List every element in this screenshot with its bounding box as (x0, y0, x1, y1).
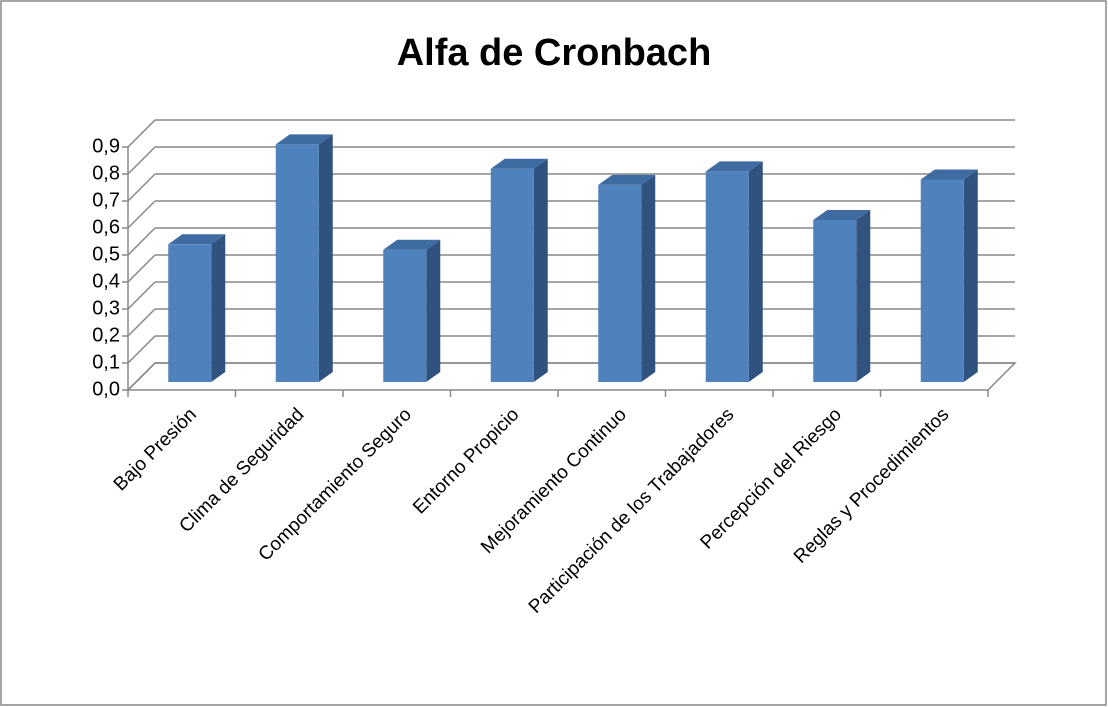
bar-side (641, 174, 656, 382)
bar-front (705, 171, 749, 382)
bar-front (598, 184, 642, 382)
y-tick-label: 0,7 (92, 189, 120, 211)
y-tick-label: 0,3 (92, 297, 120, 319)
grid-line-side (127, 146, 156, 175)
bar-side (856, 210, 871, 382)
y-tick-label: 0,4 (92, 270, 120, 292)
bar-front (383, 249, 427, 382)
bar-front (275, 144, 319, 382)
y-tick-label: 0,2 (92, 324, 120, 346)
grid-line-side (127, 362, 156, 391)
bar-front (813, 220, 857, 382)
bar (920, 169, 978, 382)
bar-side (318, 134, 333, 382)
bar-front (920, 179, 964, 382)
bar (275, 134, 333, 382)
bar-side (533, 158, 548, 382)
bar-side (426, 239, 441, 382)
y-tick-label: 0,6 (92, 216, 120, 238)
bar-side (963, 169, 978, 382)
bar-top (168, 234, 226, 245)
grid-line-side (127, 173, 156, 202)
y-tick-label: 0,9 (92, 135, 120, 157)
bar-side (748, 161, 763, 382)
y-tick-label: 0,0 (92, 378, 120, 400)
chart-title: Alfa de Cronbach (397, 32, 712, 74)
grid-line-side (127, 281, 156, 310)
bar-top (275, 134, 333, 145)
bar (383, 239, 441, 382)
bar (490, 158, 548, 382)
bar-front (490, 168, 534, 382)
bar-top (490, 158, 548, 169)
bar-top (920, 169, 978, 180)
bar (598, 174, 656, 382)
grid-line-side (127, 227, 156, 256)
grid-line-side (127, 254, 156, 283)
y-tick-label: 0,8 (92, 162, 120, 184)
grid-line-side (127, 119, 156, 148)
bar-top (813, 210, 871, 220)
bar-top (383, 239, 441, 250)
y-tick-label: 0,1 (92, 351, 120, 373)
bar-top (705, 161, 763, 172)
grid-line-side (127, 308, 156, 337)
bar-top (598, 174, 656, 185)
y-tick-label: 0,5 (92, 243, 120, 265)
bar (168, 234, 226, 382)
bar (705, 161, 763, 382)
bar-side (211, 234, 226, 382)
grid-line-side (127, 335, 156, 364)
bar-front (168, 244, 212, 382)
grid-line-side (127, 200, 156, 229)
bar (813, 210, 871, 382)
